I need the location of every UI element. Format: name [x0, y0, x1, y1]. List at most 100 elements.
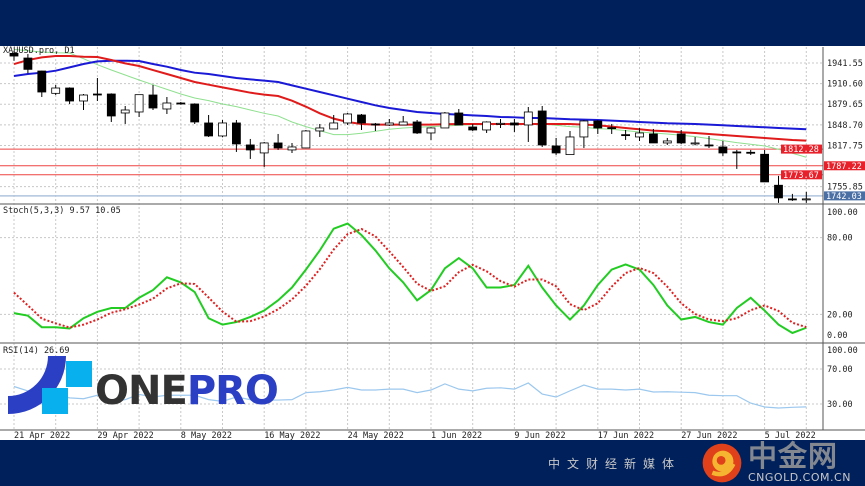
- level-badge: [781, 170, 822, 180]
- candle-bullish: [690, 142, 700, 145]
- date-tick-label: 17 Jun 2022: [598, 431, 654, 441]
- candle-bullish: [329, 122, 339, 130]
- price-levels: [0, 148, 823, 197]
- candle-bearish: [593, 120, 603, 129]
- candle-bullish: [259, 142, 269, 154]
- candle-bearish: [190, 103, 200, 123]
- candle-bearish: [718, 146, 728, 154]
- price-tick-label: 1879.65: [827, 100, 863, 110]
- price-tick-label: 1941.55: [827, 59, 863, 69]
- rsi-tick-label: 30.00: [827, 400, 853, 410]
- date-tick-label: 27 Jun 2022: [681, 431, 737, 441]
- candle-bullish: [301, 130, 311, 149]
- current-price-label: 1742.03: [826, 192, 862, 202]
- candle-bearish: [148, 94, 158, 109]
- ma-slow-line: [13, 59, 807, 131]
- ma-mid-line: [13, 55, 807, 142]
- axes: 1941.55 1910.60 1879.65 1848.70 1817.75 1755.…: [0, 47, 865, 441]
- candle-bullish: [79, 94, 88, 102]
- candle-bearish: [468, 126, 478, 131]
- ma-fast-line: [13, 48, 807, 158]
- date-tick-label: 1 Jun 2022: [431, 431, 482, 441]
- rsi-panel: [13, 382, 807, 409]
- moving-averages: [13, 48, 807, 158]
- candle-bearish: [23, 57, 33, 70]
- candle-bullish: [426, 127, 436, 134]
- candle-bearish: [106, 93, 116, 117]
- rsi-tick-label: 70.00: [827, 365, 853, 375]
- cngold-url: CNGOLD.COM.CN: [748, 471, 851, 484]
- candle-bearish: [746, 151, 756, 154]
- candle-bullish: [579, 120, 589, 138]
- candle-bearish: [93, 93, 102, 96]
- level-badge: [781, 144, 822, 154]
- candle-bearish: [551, 145, 561, 154]
- candle-bearish: [176, 102, 186, 105]
- date-tick-label: 5 Jul 2022: [765, 431, 816, 441]
- candle-bullish: [218, 122, 227, 137]
- stoch-main-line: [13, 222, 807, 335]
- candle-bullish: [801, 198, 811, 201]
- candle-bullish: [398, 121, 408, 126]
- stoch-tick-label: 0.00: [827, 331, 847, 341]
- price-tick-label: 1817.75: [827, 141, 863, 151]
- candle-bearish: [357, 114, 366, 124]
- onepro-pro: PRO: [186, 368, 279, 414]
- price-tick-label: 1910.60: [827, 80, 863, 90]
- stoch-tick-label: 80.00: [827, 234, 853, 244]
- rsi-line: [13, 382, 807, 409]
- date-tick-label: 21 Apr 2022: [14, 431, 70, 441]
- candle-bearish: [607, 127, 617, 130]
- stoch-tick-label: 20.00: [827, 310, 853, 320]
- candle-bearish: [65, 87, 74, 102]
- candle-bullish: [635, 132, 644, 138]
- level-badge-label: 1812.28: [783, 145, 819, 155]
- candle-bearish: [204, 122, 214, 137]
- candle-bullish: [162, 102, 172, 110]
- candle-bearish: [37, 70, 47, 93]
- candle-bullish: [343, 113, 353, 124]
- date-tick-label: 8 May 2022: [181, 431, 232, 441]
- price-tick-label: 1848.70: [827, 121, 863, 131]
- candles: [9, 50, 811, 203]
- onepro-one: ONE: [95, 368, 188, 414]
- stoch-tick-label: 100.00: [827, 208, 858, 218]
- chart-background: [0, 46, 865, 440]
- candle-bearish: [245, 144, 255, 151]
- date-tick-label: 24 May 2022: [348, 431, 404, 441]
- date-tick-label: 29 Apr 2022: [97, 431, 153, 441]
- candle-bearish: [9, 52, 19, 57]
- cngold-tagline: 中文财经新媒体: [548, 457, 682, 471]
- candle-bullish: [523, 111, 533, 126]
- level-badge: [824, 161, 865, 171]
- price-tick-label: 1755.85: [827, 183, 863, 193]
- level-badge-label: 1787.22: [826, 162, 862, 172]
- date-tick-label: 9 Jun 2022: [514, 431, 565, 441]
- candle-bullish: [51, 87, 61, 94]
- candle-bearish: [454, 112, 464, 126]
- level-badge-label: 1773.67: [783, 171, 819, 181]
- candle-bearish: [231, 122, 241, 145]
- candle-bullish: [482, 121, 492, 131]
- stoch-signal-line: [13, 227, 807, 329]
- candle-bullish: [315, 127, 325, 132]
- chart-title: XAUUSD.pro, D1: [3, 46, 75, 56]
- rsi-tick-label: 100.00: [827, 346, 858, 356]
- candle-bearish: [370, 123, 380, 126]
- candle-bullish: [134, 94, 144, 113]
- cngold-name: 中金网: [748, 439, 839, 473]
- candle-bullish: [120, 109, 130, 114]
- candle-bearish: [676, 133, 686, 144]
- candle-bullish: [384, 122, 394, 126]
- candle-bearish: [621, 134, 630, 137]
- candle-bearish: [704, 144, 714, 147]
- onepro-logo: [8, 356, 92, 414]
- stochastic-panel: [13, 222, 807, 335]
- candle-bullish: [662, 140, 672, 144]
- cngold-logo-icon: [702, 443, 742, 483]
- candle-bearish: [537, 110, 547, 146]
- candle-bullish: [440, 112, 450, 129]
- candle-bearish: [412, 121, 422, 134]
- candle-bullish: [565, 136, 575, 156]
